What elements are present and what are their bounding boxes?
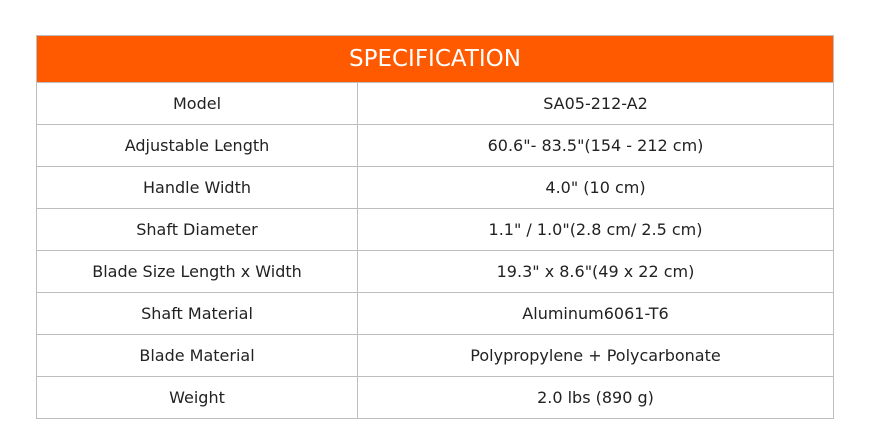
spec-label: Blade Material [37,335,358,376]
table-row: Blade Size Length x Width 19.3" x 8.6"(49… [37,250,833,292]
spec-label: Shaft Diameter [37,209,358,250]
spec-value: 4.0" (10 cm) [545,178,646,197]
spec-label: Shaft Material [37,293,358,334]
spec-value: 19.3" x 8.6"(49 x 22 cm) [496,262,695,281]
table-title: SPECIFICATION [37,36,833,82]
spec-value: Aluminum6061-T6 [522,304,669,323]
spec-label: Blade Size Length x Width [37,251,358,292]
spec-label: Adjustable Length [37,125,358,166]
table-row: Handle Width 4.0" (10 cm) [37,166,833,208]
spec-label: Handle Width [37,167,358,208]
table-row: Shaft Diameter 1.1" / 1.0"(2.8 cm/ 2.5 cm… [37,208,833,250]
table-row: Weight 2.0 lbs (890 g) [37,376,833,418]
spec-label: Weight [37,377,358,418]
table-row: Blade Material Polypropylene + Polycarbon… [37,334,833,376]
spec-value: 60.6"- 83.5"(154 - 212 cm) [487,136,704,155]
table-row: Model SA05-212-A2 [37,82,833,124]
spec-value: SA05-212-A2 [543,94,648,113]
spec-value: 1.1" / 1.0"(2.8 cm/ 2.5 cm) [488,220,703,239]
spec-label: Model [37,83,358,124]
spec-value: Polypropylene + Polycarbonate [470,346,721,365]
table-row: Shaft Material Aluminum6061-T6 [37,292,833,334]
table-row: Adjustable Length 60.6"- 83.5"(154 - 212 … [37,124,833,166]
spec-value: 2.0 lbs (890 g) [537,388,654,407]
specification-table: SPECIFICATION Model SA05-212-A2 Adjustable… [36,35,834,419]
